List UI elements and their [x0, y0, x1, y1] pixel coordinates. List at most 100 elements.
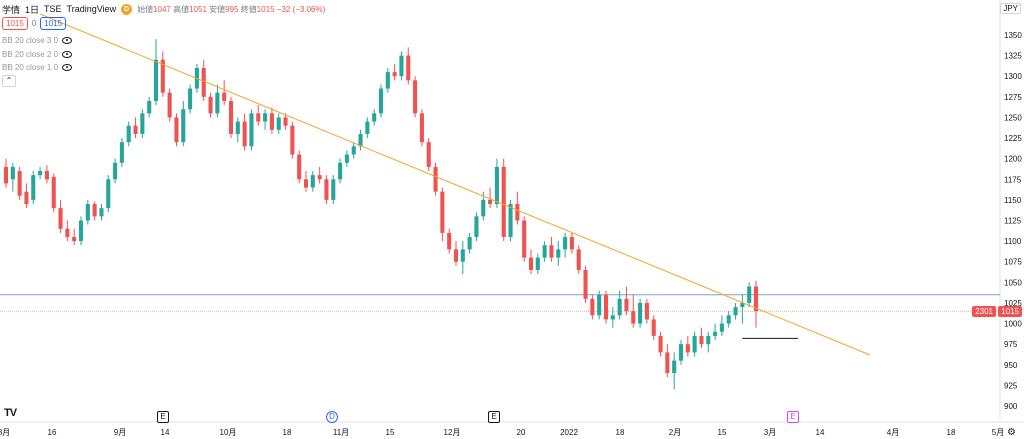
interval-label[interactable]: 1日 [25, 4, 40, 15]
low-value: 995 [225, 4, 239, 14]
candle-body [556, 249, 561, 258]
candle-body [249, 113, 254, 147]
candle-body [215, 92, 220, 114]
candle-body [297, 154, 302, 180]
candle-body [3, 166, 9, 184]
y-tick-label: 1150 [1004, 196, 1022, 205]
source-label: TradingView [66, 4, 117, 14]
candle-body [597, 294, 602, 316]
candle-body [406, 55, 411, 81]
candle-body [188, 88, 193, 110]
candle-body [706, 335, 711, 345]
candle-body [610, 315, 615, 320]
y-tick-label: 1250 [1004, 113, 1022, 122]
buy-price-box[interactable]: 1015 [40, 17, 67, 30]
x-tick-label: 12月 [444, 428, 461, 437]
y-tick-label: 1200 [1004, 155, 1022, 164]
symbol-code-tag: 2301 [972, 306, 996, 317]
eye-hidden-icon[interactable] [62, 51, 73, 58]
candle-body [488, 199, 493, 205]
candle-body [290, 125, 295, 155]
high-value: 1051 [189, 4, 207, 14]
gear-icon[interactable]: ⚙ [1007, 427, 1016, 438]
dividend-badge-icon[interactable]: D [121, 3, 133, 15]
earnings-event-icon[interactable]: E [488, 411, 500, 423]
x-tick-label: 15 [386, 428, 395, 437]
earnings-event-icon[interactable]: E [787, 411, 799, 423]
x-tick-label: 14 [816, 428, 825, 437]
candle-body [563, 236, 568, 250]
x-tick-label: 20 [517, 428, 526, 437]
candle-body [481, 199, 486, 217]
symbol-name[interactable]: 学情 [2, 4, 21, 15]
y-tick-label: 1075 [1004, 258, 1022, 267]
x-tick-label: 10月 [220, 428, 237, 437]
candle-body [378, 88, 384, 114]
candle-body [358, 133, 363, 147]
x-tick-label: 14 [161, 428, 170, 437]
y-tick-label: 1100 [1004, 237, 1022, 246]
candle-body [174, 117, 179, 143]
indicator-bb1[interactable]: BB 20 close 1 0 [2, 63, 73, 72]
candle-body [733, 307, 738, 316]
y-tick-label: 900 [1004, 402, 1018, 411]
candle-body [338, 162, 343, 180]
y-tick-label: 1025 [1004, 299, 1022, 308]
candle-body [17, 171, 22, 196]
candle-body [147, 100, 152, 114]
candle-body [692, 335, 697, 353]
x-tick-label: 2022 [560, 428, 578, 437]
indicator-bb2[interactable]: BB 20 close 2 0 [2, 50, 73, 59]
candle-body [113, 162, 118, 180]
dividend-event-icon[interactable]: D [326, 411, 338, 423]
y-tick-label: 1125 [1004, 217, 1022, 226]
candle-body [528, 257, 534, 270]
x-tick-label: 18 [947, 428, 956, 437]
candle-body [392, 72, 397, 77]
sell-price-box[interactable]: 1015 [2, 17, 28, 30]
candle-body [38, 171, 43, 176]
earnings-event-icon[interactable]: E [157, 411, 169, 423]
x-tick-label: 4月 [887, 428, 899, 437]
candle-body [747, 286, 752, 303]
candle-body [31, 175, 36, 200]
x-tick-label: 18 [283, 428, 292, 437]
candle-body [413, 80, 418, 114]
currency-select[interactable]: JPY [1000, 3, 1021, 14]
change-value: −32 (−3.06%) [276, 4, 326, 14]
tradingview-logo-icon[interactable]: TV [4, 407, 17, 419]
x-tick-label: 16 [48, 428, 57, 437]
candle-body [522, 220, 527, 258]
eye-hidden-icon[interactable] [62, 37, 73, 44]
x-tick-label: 9月 [114, 428, 126, 437]
candle-body [569, 236, 574, 250]
candle-body [726, 315, 731, 324]
candle-body [624, 298, 629, 312]
candle-body [542, 245, 547, 258]
candle-body [583, 269, 588, 299]
candle-body [453, 249, 459, 262]
candle-body [317, 175, 322, 180]
candle-body [447, 232, 452, 250]
candle-body [24, 191, 29, 205]
candle-body [51, 176, 56, 209]
candle-body [617, 298, 622, 316]
candle-body [269, 113, 274, 130]
chevron-up-icon[interactable]: ⌃ [2, 75, 16, 87]
candle-body [433, 166, 438, 192]
candle-body [753, 286, 759, 312]
candle-body [460, 249, 465, 262]
candle-body [242, 121, 247, 147]
y-tick-label: 1225 [1004, 134, 1022, 143]
indicator-bb3[interactable]: BB 20 close 3 0 [2, 36, 73, 45]
candle-body [58, 208, 63, 229]
x-tick-label: 11月 [333, 428, 349, 437]
candle-body [631, 311, 636, 324]
eye-hidden-icon[interactable] [62, 64, 73, 71]
candle-body [351, 146, 356, 155]
candle-body [535, 257, 540, 270]
candle-body [651, 319, 656, 336]
candle-body [99, 208, 104, 217]
